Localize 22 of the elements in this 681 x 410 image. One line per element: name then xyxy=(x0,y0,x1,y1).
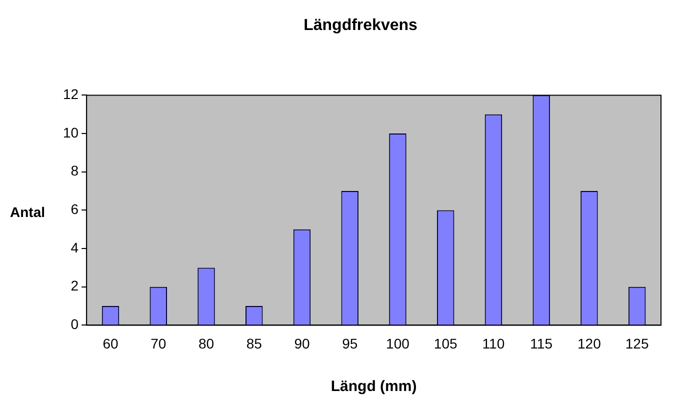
y-axis-title: Antal xyxy=(10,204,45,220)
x-tick-label: 85 xyxy=(246,335,262,352)
y-tick-label: 12 xyxy=(62,86,79,102)
x-tick-label: 115 xyxy=(530,335,553,352)
x-tick-label: 90 xyxy=(294,335,310,352)
x-tick-label: 95 xyxy=(342,335,358,352)
y-tick-label: 10 xyxy=(62,124,79,140)
y-tick-label: 6 xyxy=(70,201,79,218)
x-tick-label: 100 xyxy=(386,335,410,352)
y-tick-label: 0 xyxy=(70,316,79,332)
x-tick-label: 125 xyxy=(625,335,649,352)
x-tick-label: 60 xyxy=(102,335,119,352)
x-tick-label: 70 xyxy=(150,335,166,352)
x-tick-label: 80 xyxy=(198,335,214,352)
x-axis-title: Längd (mm) xyxy=(330,378,417,396)
x-tick-label: 105 xyxy=(434,335,458,352)
y-tick-label: 8 xyxy=(70,162,79,179)
x-tick-label: 110 xyxy=(482,335,505,352)
chart-title: Längdfrekvens xyxy=(304,17,418,34)
y-tick-label: 2 xyxy=(70,278,79,294)
y-tick-label: 4 xyxy=(70,239,79,256)
x-tick-label: 120 xyxy=(578,335,602,352)
